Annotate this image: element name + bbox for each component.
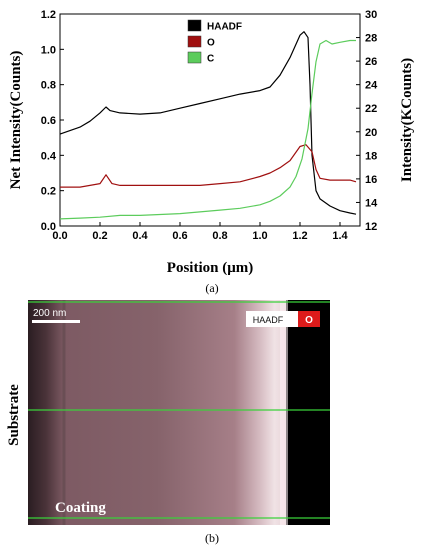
y2-tick-label: 22 [365,103,377,115]
legend-swatch-c [187,51,202,64]
substrate-label: Substrate [6,384,22,446]
badge-o-box [298,311,320,327]
y2-tick-label: 16 [365,174,377,186]
specimen-region [28,300,286,525]
badge-o-label: O [305,315,313,326]
x-tick-label: 0.8 [212,230,227,242]
x-tick-label: 1.0 [252,230,267,242]
y-tick-label: 0.4 [41,150,57,162]
chart-panel-a: 0.0 0.2 0.4 0.6 0.8 1.0 1.2 1.4 0.0 0.2 0.4 0.6 0.8… [8,9,415,295]
y2-tick-label: 24 [365,80,378,92]
x-axis-title: Position (μm) [167,260,253,276]
y2-axis-ticks: 12 14 16 18 20 22 24 26 28 30 [356,9,378,233]
x-tick-label: 0.4 [132,230,148,242]
coating-label: Coating [55,500,106,516]
y2-tick-label: 18 [365,150,377,162]
y-tick-label: 1.0 [41,44,56,56]
legend: HAADF OC [187,19,242,65]
y2-tick-label: 20 [365,127,377,139]
y-axis-ticks: 0.0 0.2 0.4 0.6 0.8 1.0 1.2 [41,9,64,233]
legend-swatch-haadf [187,19,202,32]
x-tick-label: 1.2 [292,230,307,242]
y-tick-label: 0.8 [41,80,56,92]
y2-axis-title: Intensity(KCounts) [399,58,415,182]
y2-tick-label: 30 [365,9,377,21]
legend-swatch-o [187,35,202,48]
scalebar-label: 200 nm [33,308,66,319]
y2-tick-label: 12 [365,221,377,233]
y2-tick-label: 14 [365,197,378,209]
y2-tick-label: 28 [365,33,377,45]
y-tick-label: 1.2 [41,9,56,21]
series-line-c [59,39,356,220]
y-tick-label: 0.6 [41,115,56,127]
caption-b: (b) [205,531,219,545]
x-tick-label: 0.6 [172,230,187,242]
stem-image-panel-b: 200 nm HAADF O Substrate Coating [6,300,330,525]
legend-label-haadf: HAADF [207,22,242,33]
caption-a: (a) [205,281,218,295]
series-line-o [60,144,357,188]
y2-tick-label: 26 [365,56,377,68]
y-tick-label: 0.0 [41,221,56,233]
x-tick-label: 0.0 [52,230,67,242]
series-layer [59,31,357,220]
legend-label-c: C [207,54,214,65]
x-tick-label: 1.4 [332,230,348,242]
x-axis-ticks: 0.0 0.2 0.4 0.6 0.8 1.0 1.2 1.4 [52,222,349,242]
x-tick-label: 0.2 [92,230,107,242]
y-axis-title: Net Intensity(Counts) [8,51,24,190]
badge-haadf-label: HAADF [253,315,284,325]
specimen-edge [280,300,288,525]
legend-label-o: O [207,38,215,49]
badge-haadf-box [246,311,300,327]
series-line-haadf [59,31,357,215]
y-tick-label: 0.2 [41,186,56,198]
scalebar [32,320,80,323]
